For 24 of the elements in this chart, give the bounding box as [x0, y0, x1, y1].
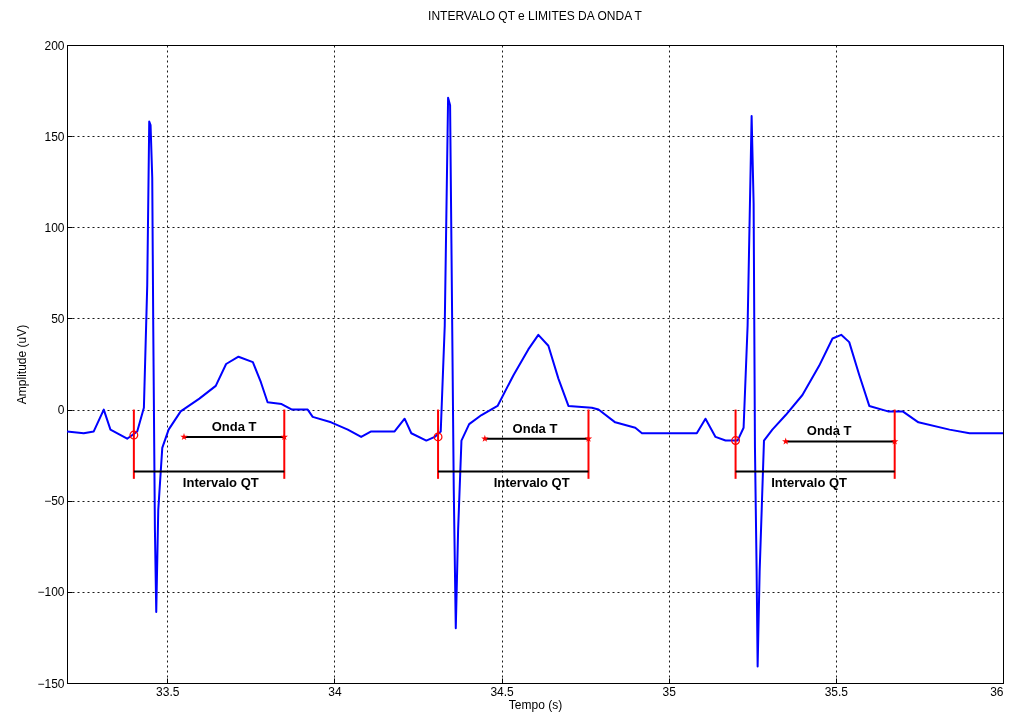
y-tick-label: 50	[51, 311, 65, 326]
x-axis-title: Tempo (s)	[508, 697, 563, 712]
y-tick-label: −50	[44, 494, 65, 509]
y-tick-label: 150	[44, 129, 65, 144]
y-tick-label: 0	[57, 403, 65, 418]
x-tick-label: 34.5	[490, 684, 515, 699]
chart-title: INTERVALO QT e LIMITES DA ONDA T	[428, 9, 643, 23]
x-tick-label: 36	[990, 684, 1004, 699]
annotation: Onda T	[211, 418, 257, 434]
x-tick-label: 34	[328, 684, 342, 699]
y-tick-label: −150	[37, 676, 65, 691]
x-tick-label: 35	[662, 684, 677, 699]
annotation: Onda T	[512, 420, 558, 436]
y-tick-label: 100	[44, 220, 65, 235]
annotation: Intervalo QT	[182, 474, 259, 490]
annotation: Onda T	[806, 423, 852, 439]
x-tick-label: 33.5	[156, 684, 180, 699]
x-tick-label: 35.5	[824, 684, 849, 699]
annotation: Intervalo QT	[493, 474, 570, 490]
y-tick-label: −100	[37, 585, 65, 600]
line-series	[67, 96, 1003, 668]
annotation: Intervalo QT	[771, 474, 848, 490]
y-tick-label: 200	[44, 38, 65, 53]
y-axis-title: Amplitude (uV)	[15, 324, 30, 405]
